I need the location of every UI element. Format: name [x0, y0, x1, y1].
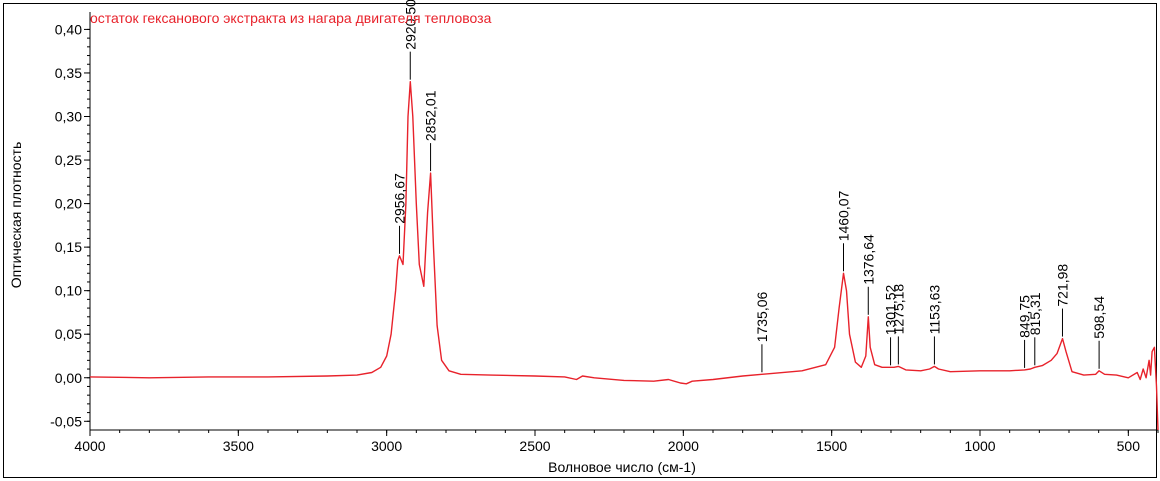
peak-label: 598,54	[1091, 296, 1107, 339]
x-tick-label: 1000	[964, 438, 995, 454]
y-tick-label: 0,35	[55, 65, 82, 81]
peak-annotations: 2956,67 2920,50 2852,01 1735,06 1460,07 1376,…	[392, 0, 1107, 373]
axes: -0,05 0,00 0,05 0,10 0,15 0,20 0,25 0,30 0,35 0,4…	[50, 12, 1159, 454]
x-tick-label: 3000	[371, 438, 402, 454]
peak-label: 1153,63	[926, 285, 942, 335]
peak-label: 1301,52	[883, 284, 899, 335]
x-tick-label: 4000	[74, 438, 105, 454]
y-tick-label: 0,05	[55, 326, 82, 342]
y-tick-label: 0,30	[55, 109, 82, 125]
peak-label: 849,75	[1017, 295, 1033, 338]
chart-frame	[3, 3, 1157, 478]
peak-label: 1460,07	[836, 190, 852, 241]
y-tick-label: 0,25	[55, 152, 82, 168]
y-tick-label: -0,05	[50, 413, 82, 429]
y-tick-label: 0,10	[55, 283, 82, 299]
x-tick-label: 1500	[816, 438, 847, 454]
y-tick-label: 0,15	[55, 239, 82, 255]
series-layer	[89, 81, 1159, 431]
y-tick-label: 0,40	[55, 21, 82, 37]
x-tick-label: 500	[1117, 438, 1141, 454]
y-axis-title: Оптическая плотность	[8, 142, 24, 289]
x-tick-label: 3500	[223, 438, 254, 454]
x-tick-label: 2500	[519, 438, 550, 454]
spectrum-line	[89, 81, 1159, 431]
y-tick-label: 0,20	[55, 196, 82, 212]
peak-label: 2920,50	[402, 0, 418, 50]
chart-title: остаток гексанового экстракта из нагара …	[90, 10, 492, 26]
peak-label: 1735,06	[754, 291, 770, 342]
peak-label: 2956,67	[392, 173, 408, 224]
y-tick-label: 0,00	[55, 370, 82, 386]
peak-label: 2852,01	[423, 90, 439, 141]
peak-label: 721,98	[1055, 264, 1071, 307]
x-axis-title: Волновое число (см-1)	[548, 459, 696, 475]
peak-label: 815,31	[1027, 292, 1043, 335]
x-tick-label: 2000	[668, 438, 699, 454]
peak-label: 1275,18	[890, 284, 906, 335]
peak-label: 1376,64	[860, 234, 876, 285]
